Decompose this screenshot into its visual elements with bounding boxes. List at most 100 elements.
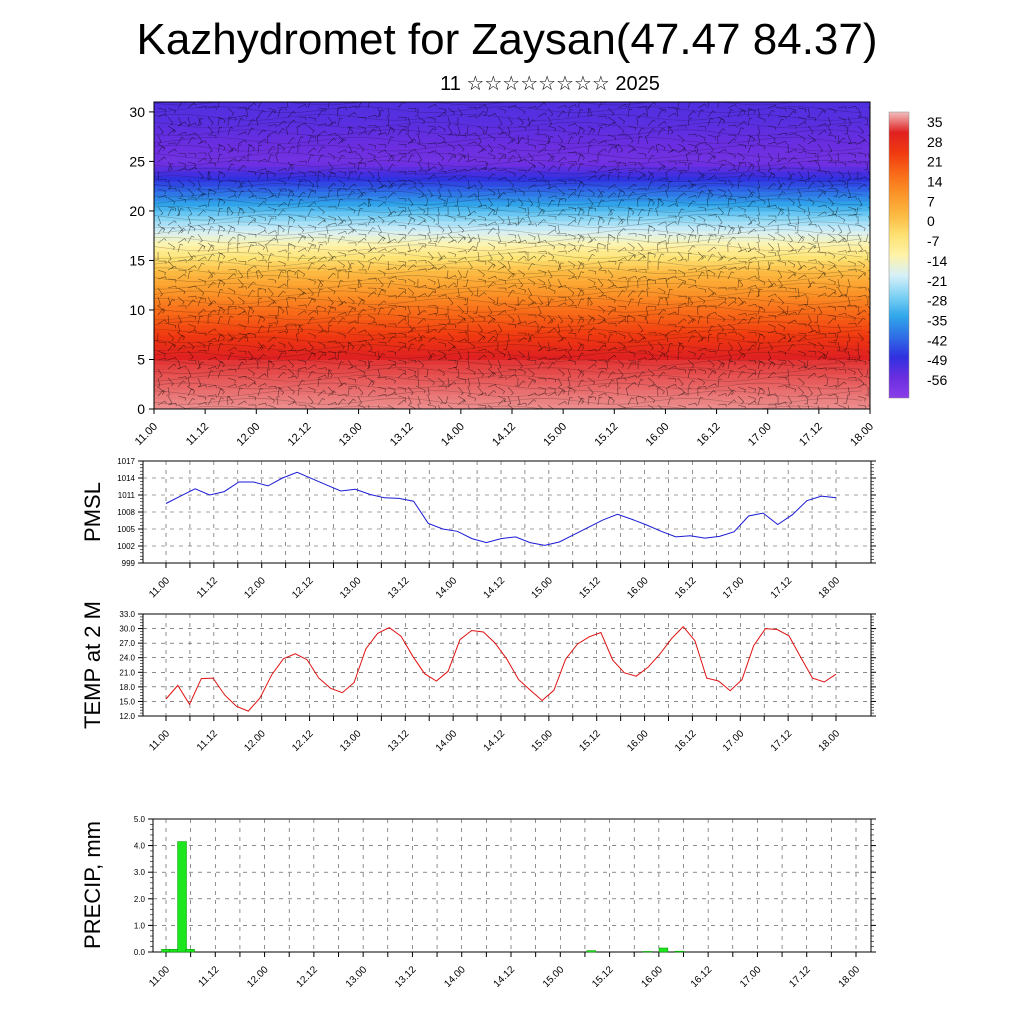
wind-barb [307,179,315,186]
wind-barb [645,136,649,145]
contour-line [154,190,863,198]
wind-barb [547,195,556,199]
wind-barb [317,154,322,163]
wind-barb-feather [581,320,585,323]
wind-barb-feather [283,290,286,294]
wind-barb-feather [552,362,556,365]
wind-barb-feather [741,109,745,112]
wind-barb-feather [272,110,276,113]
wind-barb [807,215,812,224]
wind-barb [777,116,786,118]
wind-barb-feather [805,365,807,369]
wind-barb [797,236,803,244]
wind-barb-feather [743,318,747,322]
wind-barb-feather [209,303,212,306]
wind-barb-feather [734,199,737,203]
wind-barb-feather [403,237,406,240]
wind-barb [307,332,316,337]
wind-barb-feather [592,316,595,319]
wind-barb [847,368,856,373]
wind-barb [857,250,866,253]
wind-barb [487,143,494,151]
contour-line [154,198,863,206]
wind-barb-feather [815,365,817,369]
wind-barb-feather [261,172,265,175]
wind-barb [527,119,534,127]
wind-barb-feather [793,110,796,114]
wind-barb-feather [734,256,737,260]
wind-barb [157,238,165,244]
wind-barb-feather [482,274,485,278]
wind-barb [227,163,232,172]
wind-barb-feather [194,316,197,320]
wind-barb [377,109,382,118]
wind-barb-feather [493,281,496,285]
wind-barb [797,350,806,354]
wind-barb-feather [373,291,377,295]
wind-barb-feather [591,217,595,220]
wind-barb [457,250,466,253]
wind-barb [617,125,625,132]
wind-barb [817,161,821,170]
wind-barb-feather [244,334,247,338]
wind-barb [557,389,564,397]
wind-barb [627,298,632,307]
wind-barb [657,143,666,148]
wind-barb [537,197,540,206]
wind-barb-feather [304,310,307,314]
wind-barb [517,239,526,244]
wind-barb [347,229,355,235]
wind-barb-feather [507,268,511,270]
wind-barb [697,307,699,316]
wind-barb-feather [714,292,717,296]
wind-barb-feather [845,106,847,110]
wind-barb [537,361,542,370]
wind-barb [847,105,856,109]
wind-barb-feather [245,375,247,380]
wind-barb-feather [314,310,317,314]
wind-barb-feather [652,128,656,131]
contour-line [154,359,863,367]
wind-barb-feather [235,195,237,199]
wind-barb-feather [615,331,617,335]
wind-barb [557,143,566,148]
wind-barb [285,307,289,316]
wind-barb [237,182,243,190]
wind-barb [327,251,334,259]
wind-barb-feather [353,327,356,330]
wind-barb-feather [645,135,649,137]
wind-barb-feather [384,389,386,393]
wind-barb-feather [824,110,826,114]
wind-barb [377,300,385,307]
wind-barb [445,395,449,404]
wind-barb [387,295,396,298]
wind-barb [667,343,671,352]
wind-barb-feather [624,163,627,167]
wind-barb-feather [660,298,664,300]
wind-barb-feather [522,355,525,359]
wind-barb-feather [822,357,826,359]
wind-barb-feather [393,191,396,195]
wind-barb [777,191,783,199]
wind-barb-feather [759,306,763,309]
wind-barb [267,131,276,136]
wind-barb-feather [164,109,167,113]
wind-barb-feather [435,313,437,317]
wind-barb-feather [742,353,746,356]
wind-barb-feather [502,220,505,224]
wind-barb [847,278,851,287]
wind-barb-feather [795,226,797,230]
wind-barb [787,311,796,316]
wind-barb [637,332,645,338]
wind-barb-feather [421,343,425,346]
wind-barb-feather [704,103,707,107]
wind-barb [655,208,659,217]
wind-barb-feather [244,326,246,330]
wind-barb-feather [515,105,517,109]
wind-barb-feather [275,153,279,155]
wind-barb [157,308,164,316]
wind-barb [617,172,620,181]
wind-barb [827,143,833,152]
wind-barb [665,280,669,289]
wind-barb-feather [354,308,356,312]
